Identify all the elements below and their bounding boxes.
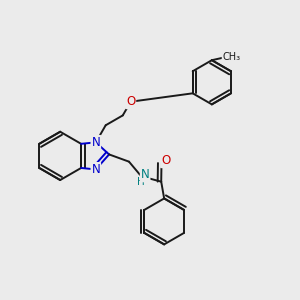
Text: H: H <box>137 177 145 187</box>
Text: N: N <box>92 163 100 176</box>
Text: N: N <box>92 136 100 149</box>
Text: CH₃: CH₃ <box>223 52 241 62</box>
Text: N: N <box>141 168 149 182</box>
Text: O: O <box>161 154 170 167</box>
Text: O: O <box>126 95 135 108</box>
